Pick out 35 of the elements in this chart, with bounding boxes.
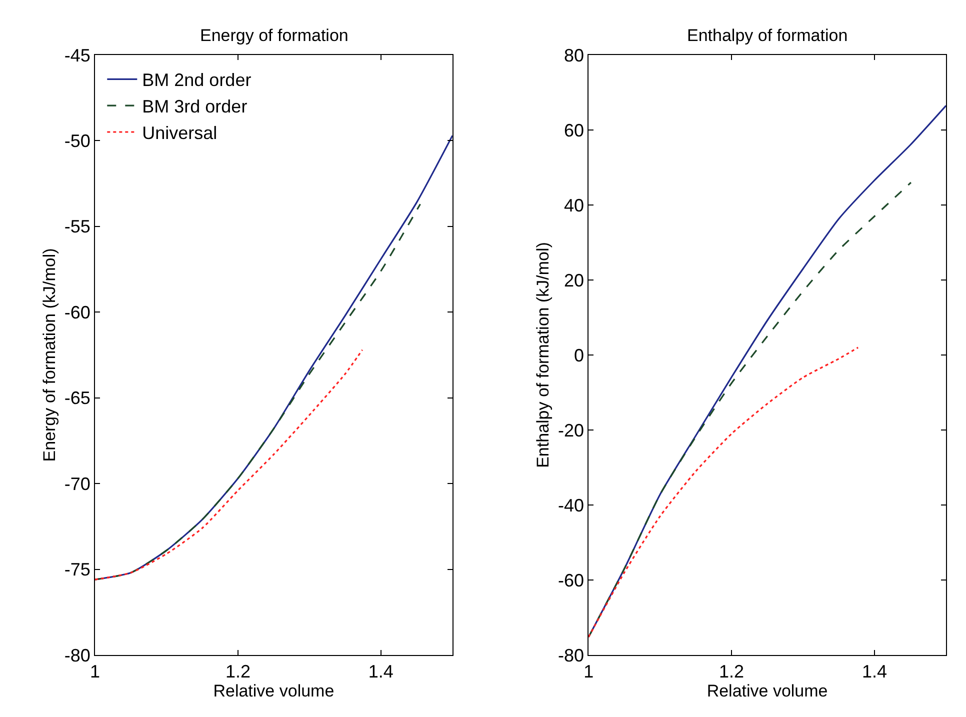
x-tick-label: 1 <box>584 662 594 682</box>
y-tick-label: -55 <box>64 216 90 237</box>
x-tick-label: 1 <box>90 662 100 682</box>
y-tick-label: -70 <box>64 474 90 494</box>
legend-label: BM 2nd order <box>142 70 252 90</box>
x-tick-label: 1.4 <box>862 662 888 682</box>
chart-title: Energy of formation <box>200 26 348 45</box>
legend-label: Universal <box>142 123 218 144</box>
x-axis-title: Relative volume <box>706 682 828 701</box>
y-tick-label: 40 <box>564 195 584 216</box>
y-tick-label: 80 <box>564 45 584 66</box>
line-series <box>95 203 422 580</box>
y-tick-label: -75 <box>64 560 90 580</box>
y-tick-label: -60 <box>64 302 90 322</box>
y-tick-label: -45 <box>64 45 90 66</box>
y-tick-label: 60 <box>564 120 584 140</box>
y-tick-label: -80 <box>558 645 584 666</box>
legend-label: BM 3rd order <box>142 96 248 117</box>
y-tick-label: -80 <box>64 645 90 666</box>
line-series <box>588 346 859 638</box>
line-series <box>95 349 364 580</box>
y-tick-label: 0 <box>574 345 584 366</box>
y-tick-label: -40 <box>558 495 584 516</box>
y-axis-title: Energy of formation (kJ/mol) <box>40 248 59 462</box>
y-tick-label: -65 <box>64 388 90 408</box>
x-tick-label: 1.4 <box>368 662 394 682</box>
y-axis-title: Enthalpy of formation (kJ/mol) <box>534 242 553 468</box>
y-tick-label: 20 <box>564 270 584 290</box>
y-tick-label: -50 <box>64 131 90 152</box>
x-tick-label: 1.2 <box>225 662 250 682</box>
y-tick-label: -20 <box>558 420 584 440</box>
x-axis-title: Relative volume <box>213 682 334 701</box>
x-tick-label: 1.2 <box>719 662 744 682</box>
y-tick-label: -60 <box>558 570 584 590</box>
chart-title: Enthalpy of formation <box>687 26 848 45</box>
